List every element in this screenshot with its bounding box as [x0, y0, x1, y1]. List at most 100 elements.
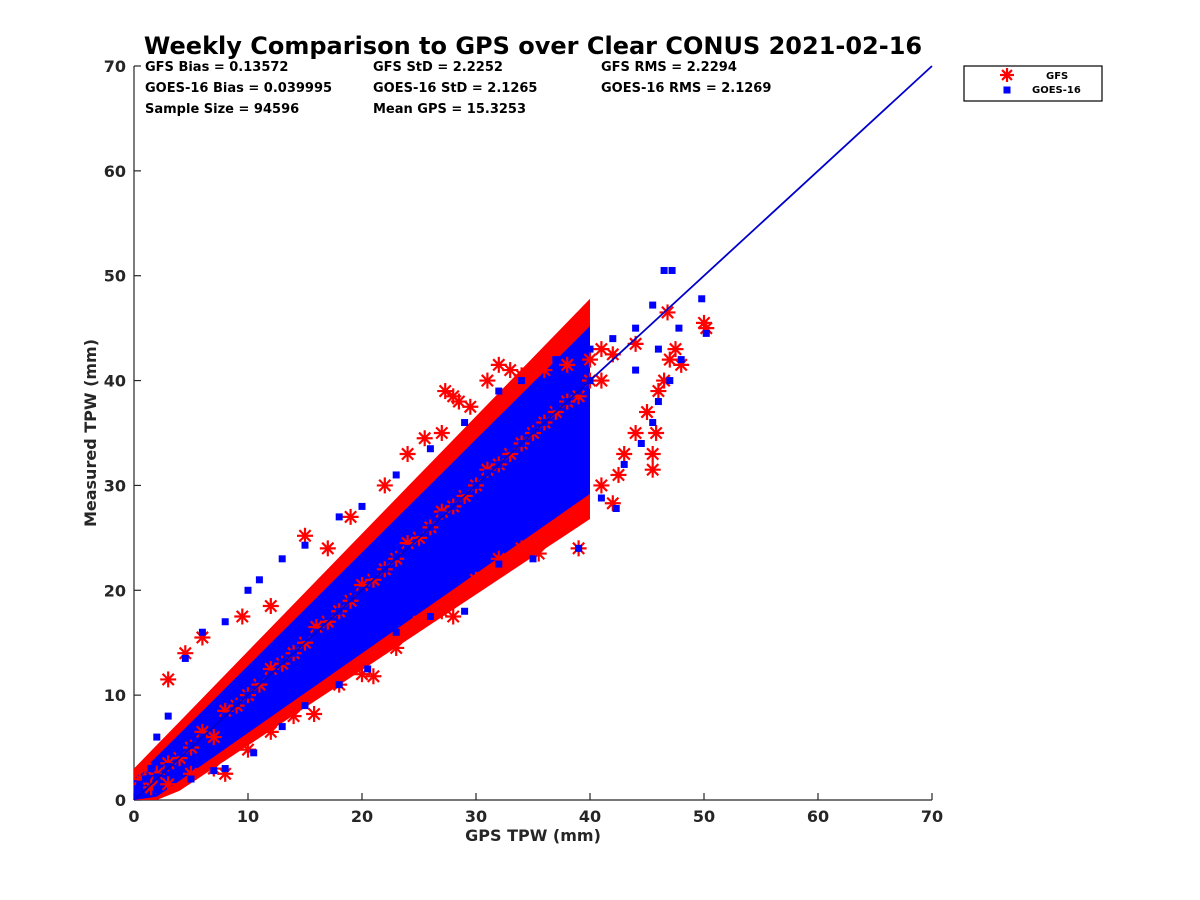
stat-gfs-rms: GFS RMS = 2.2294 — [601, 60, 737, 75]
goes16-point-86 — [637, 439, 645, 447]
gfs-point-85 — [564, 508, 581, 525]
goes16-point-68 — [153, 786, 161, 794]
gfs-point-93 — [644, 461, 661, 478]
goes16-point-16 — [301, 633, 309, 641]
y-tick-label-1: 10 — [104, 686, 126, 705]
gfs-point-45 — [234, 608, 251, 625]
stat-gfs-bias: GFS Bias = 0.13572 — [145, 60, 288, 75]
y-tick-label-5: 50 — [104, 267, 126, 286]
gfs-point-1 — [137, 760, 154, 777]
goes16-point-14 — [278, 658, 286, 666]
gfs-point-41 — [593, 372, 610, 389]
data-points — [134, 266, 715, 800]
goes16-point-4 — [164, 762, 172, 770]
goes16-point-10 — [233, 700, 241, 708]
gfs-point-53 — [433, 425, 450, 441]
gfs-point-52 — [416, 430, 433, 447]
y-tick-label-6: 60 — [104, 162, 126, 181]
gfs-point-71 — [285, 708, 302, 725]
goes16-point-73 — [278, 723, 286, 731]
chart-title: Weekly Comparison to GPS over Clear CONU… — [144, 32, 922, 60]
legend-gfs-asterisk — [1000, 68, 1014, 82]
legend-gfs-marker — [1000, 68, 1014, 82]
goes16-point-72 — [250, 749, 258, 757]
gfs-point-57 — [462, 398, 479, 415]
goes16-point-3 — [153, 773, 161, 781]
gfs-point-98 — [667, 341, 684, 358]
goes16-point-74 — [301, 702, 309, 710]
gfs-point-49 — [342, 508, 359, 525]
goes16-point-54 — [426, 445, 434, 453]
goes16-point-49 — [278, 555, 286, 563]
goes16-point-55 — [461, 419, 469, 427]
x-axis-label: GPS TPW (mm) — [465, 826, 601, 845]
goes16-point-83 — [597, 494, 605, 502]
goes16-point-84 — [612, 504, 620, 512]
gfs-point-95 — [650, 383, 667, 400]
legend: GFS GOES-16 — [963, 65, 1103, 102]
gfs-point-82 — [513, 540, 530, 557]
goes16-point-53 — [392, 471, 400, 479]
y-tick-label-7: 70 — [104, 57, 126, 76]
stat-goes-rms: GOES-16 RMS = 2.1269 — [601, 81, 771, 96]
x-tick-label-0: 0 — [128, 807, 139, 826]
goes16-point-42 — [153, 733, 161, 741]
stat-sample-size: Sample Size = 94596 — [145, 102, 299, 117]
legend-gfs-label: GFS — [1046, 71, 1068, 82]
goes16-point-26 — [415, 529, 423, 537]
goes16-point-52 — [358, 502, 366, 510]
x-tick-label-1: 10 — [237, 807, 259, 826]
goes16-point-90 — [677, 356, 685, 364]
legend-goes-marker — [1003, 86, 1011, 94]
goes16-point-67 — [675, 324, 683, 332]
gfs-point-56 — [450, 393, 467, 410]
x-tick-label-5: 50 — [693, 807, 715, 826]
gfs-point-48 — [319, 540, 336, 557]
gfs-point-106 — [582, 351, 598, 368]
legend-goes-square — [1003, 86, 1011, 94]
goes16-point-34 — [506, 445, 514, 453]
goes16-point-46 — [221, 618, 229, 626]
stat-gfs-std: GFS StD = 2.2252 — [373, 60, 503, 75]
goes16-point-48 — [255, 576, 263, 584]
goes16-point-36 — [529, 427, 537, 435]
goes16-point-79 — [461, 607, 469, 615]
gfs-point-54 — [437, 383, 454, 400]
gfs-point-42 — [160, 671, 177, 688]
legend-goes-label: GOES-16 — [1032, 85, 1081, 96]
goes16-point-71 — [221, 765, 229, 773]
goes16-point-58 — [552, 356, 560, 364]
goes16-point-20 — [347, 595, 355, 603]
goes16-point-76 — [364, 665, 372, 673]
goes16-point-56 — [495, 387, 503, 395]
gfs-point-91 — [639, 404, 655, 421]
gfs-point-81 — [490, 550, 507, 567]
goes16-point-0 — [136, 780, 144, 788]
goes16-point-44 — [181, 654, 189, 662]
goes16-point-89 — [666, 377, 674, 385]
gfs-point-58 — [479, 372, 496, 389]
goes16-point-43 — [164, 712, 172, 720]
x-tick-label-7: 70 — [921, 807, 943, 826]
goes16-point-8 — [210, 721, 218, 729]
goes16-point-64 — [668, 266, 676, 274]
goes16-point-50 — [301, 541, 309, 549]
x-tick-label-3: 30 — [465, 807, 487, 826]
gfs-point-90 — [627, 425, 644, 441]
goes16-point-38 — [552, 403, 560, 411]
stat-goes-bias: GOES-16 Bias = 0.039995 — [145, 81, 332, 96]
goes16-point-80 — [495, 560, 503, 568]
reference-line-group — [133, 65, 933, 801]
goes16-point-65 — [698, 295, 706, 303]
gfs-point-105 — [593, 341, 610, 358]
goes16-point-75 — [335, 681, 343, 689]
y-tick-label-3: 30 — [104, 476, 126, 495]
goes16-point-12 — [255, 675, 263, 683]
goes16-point-6 — [187, 741, 195, 749]
goes16-point-45 — [198, 628, 206, 636]
legend-box — [963, 65, 1103, 102]
axis-ticks: 0 10 20 30 40 50 60 70 0 10 20 30 40 50 60 70 — [104, 57, 943, 826]
stat-goes-std: GOES-16 StD = 2.1265 — [373, 81, 537, 96]
x-tick-label-4: 40 — [579, 807, 601, 826]
